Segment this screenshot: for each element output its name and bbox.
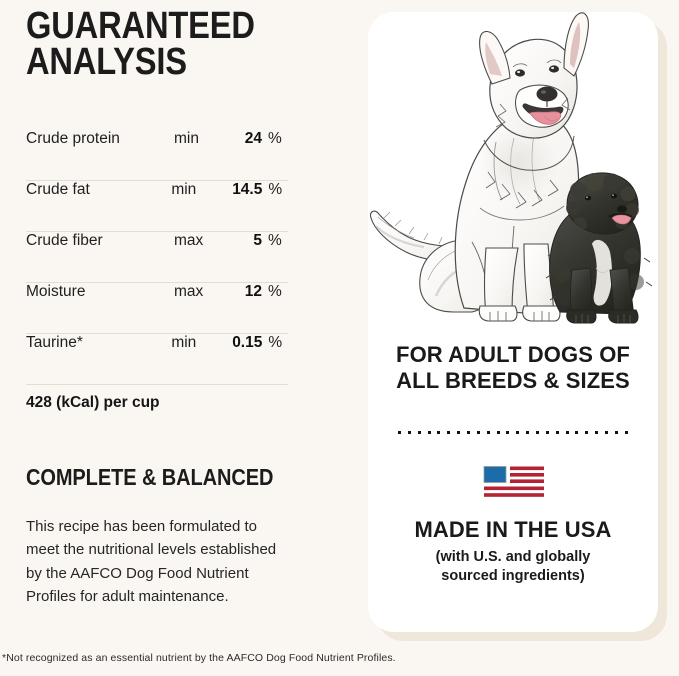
nutrient-label: Crude protein xyxy=(26,130,120,147)
nutrient-label: Moisture xyxy=(26,283,86,300)
page-title: GUARANTEED ANALYSIS xyxy=(26,5,255,84)
dotted-divider xyxy=(398,430,628,435)
table-row: Crude fiber max 5 % xyxy=(26,232,288,283)
nutrient-unit: % xyxy=(268,232,282,249)
nutrient-label: Crude fiber xyxy=(26,232,103,249)
table-row: Crude protein min 24 % xyxy=(26,130,288,181)
nutrient-qualifier: max xyxy=(174,232,204,249)
usa-flag-icon xyxy=(482,465,546,501)
table-row: Taurine* min 0.15 % xyxy=(26,334,288,385)
nutrient-label: Taurine* xyxy=(26,334,83,351)
made-in-usa-subtitle: (with U.S. and globally sourced ingredie… xyxy=(435,549,591,585)
nutrient-value: 5 xyxy=(253,232,262,249)
calorie-content: 428 (kCal) per cup xyxy=(26,394,160,411)
complete-balanced-body: This recipe has been formulated to meet … xyxy=(26,518,277,605)
card-headline: FOR ADULT DOGS OF ALL BREEDS & SIZES xyxy=(396,342,630,393)
made-in-usa-title: MADE IN THE USA xyxy=(414,517,612,542)
nutrient-qualifier: min xyxy=(174,130,199,147)
nutrient-value: 0.15 xyxy=(232,334,263,351)
guaranteed-analysis-table: Crude protein min 24 % Crude fat min 14.… xyxy=(26,130,288,385)
nutrient-value: 14.5 xyxy=(232,181,263,198)
nutrient-unit: % xyxy=(268,334,283,351)
nutrient-unit: % xyxy=(268,283,282,300)
info-card: FOR ADULT DOGS OF ALL BREEDS & SIZES MAD… xyxy=(368,12,658,632)
nutrient-qualifier: max xyxy=(174,283,204,300)
table-row: Crude fat min 14.5 % xyxy=(26,181,288,232)
nutrient-value: 24 xyxy=(244,130,262,147)
nutrient-qualifier: min xyxy=(171,334,197,351)
guaranteed-analysis-section: GUARANTEED ANALYSIS xyxy=(26,5,326,84)
nutrient-unit: % xyxy=(268,181,283,198)
footnote: *Not recognized as an essential nutrient… xyxy=(2,652,396,664)
nutrient-unit: % xyxy=(268,130,282,147)
two-dogs-illustration xyxy=(368,12,658,334)
table-row: Moisture max 12 % xyxy=(26,283,288,334)
nutrient-qualifier: min xyxy=(171,181,197,198)
nutrient-label: Crude fat xyxy=(26,181,90,198)
nutrient-value: 12 xyxy=(244,283,262,300)
complete-balanced-title: COMPLETE & BALANCED xyxy=(26,464,274,490)
